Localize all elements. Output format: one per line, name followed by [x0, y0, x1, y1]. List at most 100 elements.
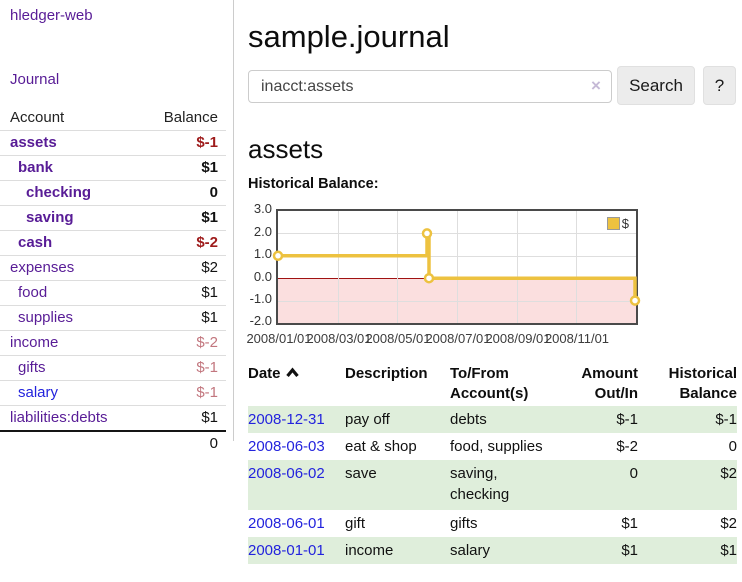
- legend-label: $: [621, 216, 629, 231]
- register-row: 2008-06-02 save saving, checking 0 $2: [248, 460, 737, 510]
- account-balance: $1: [201, 309, 218, 326]
- account-heading: assets: [248, 133, 324, 164]
- plot-area: $: [272, 209, 641, 325]
- transaction-date-link[interactable]: 2008-12-31: [248, 411, 325, 428]
- total-balance: 0: [209, 435, 218, 452]
- account-link-supplies[interactable]: supplies: [18, 309, 74, 326]
- account-link-bank[interactable]: bank: [18, 159, 54, 176]
- account-row-salary: salary $-1: [0, 380, 226, 405]
- date-header-label: Date: [248, 365, 281, 382]
- account-row-supplies: supplies $1: [0, 305, 226, 330]
- gridline: [338, 211, 339, 323]
- search-button[interactable]: Search: [617, 66, 695, 105]
- register-row: 2008-12-31 pay off debts $-1 $-1: [248, 406, 737, 433]
- account-link-assets[interactable]: assets: [10, 134, 57, 151]
- balance-column-header: Balance: [163, 109, 218, 126]
- register-header-row: Date Description To/From Account(s) Amou…: [248, 362, 737, 406]
- transaction-description: pay off: [345, 411, 390, 428]
- main-content: sample.journal × Search ? assets Histori…: [246, 0, 742, 582]
- gridline: [517, 211, 518, 323]
- sort-ascending-icon: [285, 367, 299, 378]
- gridline: [457, 211, 458, 323]
- y-axis-tick: -1.0: [249, 291, 272, 306]
- y-axis-tick: 3.0: [253, 201, 272, 216]
- account-link-food[interactable]: food: [18, 284, 48, 301]
- transaction-balance: $2: [720, 465, 737, 482]
- transaction-description: eat & shop: [345, 438, 417, 455]
- transaction-balance: 0: [728, 438, 737, 455]
- historical-balance-chart: 3.0 2.0 1.0 0.0 -1.0 -2.0: [246, 201, 742, 353]
- transaction-date-link[interactable]: 2008-06-01: [248, 515, 325, 532]
- account-balance-table: Account Balance assets $-1 bank $1 check…: [0, 106, 226, 456]
- account-balance: $1: [201, 209, 218, 226]
- column-header-date[interactable]: Date: [248, 362, 345, 406]
- transaction-balance: $2: [720, 515, 737, 532]
- gridline: [278, 256, 636, 257]
- account-row-cash: cash $-2: [0, 230, 226, 255]
- account-link-cash[interactable]: cash: [18, 234, 53, 251]
- account-link-income[interactable]: income: [10, 334, 59, 351]
- gridline: [397, 211, 398, 323]
- account-link-checking[interactable]: checking: [26, 184, 92, 201]
- account-balance: $-1: [196, 359, 218, 376]
- account-link-liabilities-debts[interactable]: liabilities:debts: [10, 409, 108, 426]
- y-axis-tick: 1.0: [253, 246, 272, 261]
- register-table: Date Description To/From Account(s) Amou…: [248, 362, 737, 564]
- account-balance: $-2: [196, 334, 218, 351]
- transaction-accounts: saving, checking: [450, 465, 510, 503]
- account-link-gifts[interactable]: gifts: [18, 359, 46, 376]
- account-balance: $1: [201, 284, 218, 301]
- gridline: [278, 301, 636, 302]
- chart-legend: $: [604, 215, 631, 232]
- transaction-date-link[interactable]: 2008-06-03: [248, 438, 325, 455]
- account-row-checking: checking 0: [0, 180, 226, 205]
- account-link-expenses[interactable]: expenses: [10, 259, 75, 276]
- app-title-link[interactable]: hledger-web: [10, 7, 93, 24]
- transaction-balance: $1: [720, 542, 737, 559]
- transaction-amount: 0: [629, 465, 638, 482]
- transaction-description: gift: [345, 515, 366, 532]
- account-column-header: Account: [10, 109, 65, 126]
- y-axis-tick: 2.0: [253, 224, 272, 239]
- transaction-amount: $1: [621, 515, 638, 532]
- column-header-accounts[interactable]: To/From Account(s): [450, 365, 529, 402]
- transaction-accounts: debts: [450, 411, 487, 428]
- account-balance: 0: [209, 184, 218, 201]
- chart-section-label: Historical Balance:: [248, 176, 379, 192]
- transaction-accounts: gifts: [450, 515, 478, 532]
- account-link-saving[interactable]: saving: [26, 209, 74, 226]
- account-balance: $1: [201, 159, 218, 176]
- account-balance: $1: [201, 409, 218, 426]
- balance-line-series: [272, 228, 641, 306]
- y-axis-tick: 0.0: [253, 269, 272, 284]
- x-axis-tick: 2008/11/01: [544, 331, 610, 346]
- register-row: 2008-06-03 eat & shop food, supplies $-2…: [248, 433, 737, 460]
- x-axis: 2008/01/01 2008/03/01 2008/05/01 2008/07…: [246, 331, 742, 347]
- column-header-description[interactable]: Description: [345, 365, 428, 382]
- account-total-row: 0: [0, 430, 226, 456]
- register-row: 2008-06-01 gift gifts $1 $2: [248, 510, 737, 537]
- clear-search-icon[interactable]: ×: [591, 76, 601, 95]
- page-title: sample.journal: [248, 18, 450, 54]
- legend-swatch-icon: [606, 217, 620, 230]
- account-balance: $-1: [196, 384, 218, 401]
- account-table-header: Account Balance: [0, 106, 226, 130]
- transaction-date-link[interactable]: 2008-01-01: [248, 542, 325, 559]
- account-row-expenses: expenses $2: [0, 255, 226, 280]
- register-row: 2008-01-01 income salary $1 $1: [248, 537, 737, 564]
- account-link-salary[interactable]: salary: [18, 384, 59, 401]
- account-row-bank: bank $1: [0, 155, 226, 180]
- x-axis-tick: 2008/05/01: [365, 331, 431, 346]
- transaction-balance: $-1: [715, 411, 737, 428]
- column-header-balance[interactable]: Historical Balance: [668, 365, 737, 402]
- account-row-liabilities-debts: liabilities:debts $1: [0, 405, 226, 430]
- column-header-amount[interactable]: Amount Out/In: [581, 365, 638, 402]
- transaction-accounts: salary: [450, 542, 491, 559]
- x-axis-tick: 2008/07/01: [425, 331, 491, 346]
- help-button[interactable]: ?: [703, 66, 736, 105]
- sidebar-item-journal[interactable]: Journal: [10, 71, 60, 88]
- transaction-date-link[interactable]: 2008-06-02: [248, 465, 325, 482]
- search-input[interactable]: [248, 70, 612, 103]
- account-balance: $-2: [196, 234, 218, 251]
- gridline: [278, 233, 636, 234]
